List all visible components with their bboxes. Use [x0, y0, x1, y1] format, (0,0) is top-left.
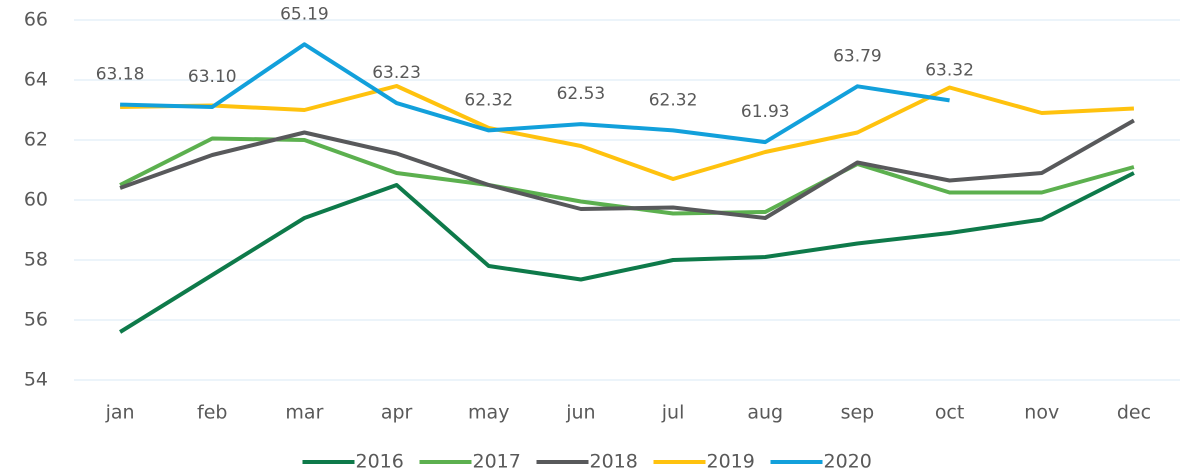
- x-tick-label: jan: [105, 402, 135, 424]
- data-label: 63.23: [372, 63, 421, 83]
- data-label: 61.93: [741, 102, 790, 122]
- series-line: [119, 118, 1135, 220]
- y-tick-label: 66: [24, 9, 48, 31]
- x-tick-label: feb: [197, 402, 227, 424]
- y-tick-label: 56: [24, 309, 48, 331]
- x-tick-label: jun: [565, 402, 595, 424]
- legend-label: 2018: [590, 451, 638, 473]
- x-tick-label: apr: [381, 402, 413, 424]
- x-tick-label: jul: [661, 402, 685, 424]
- y-tick-label: 62: [24, 129, 48, 151]
- data-label: 63.79: [833, 46, 882, 66]
- x-tick-label: sep: [841, 402, 875, 424]
- data-label: 63.18: [96, 65, 145, 85]
- series-line: [120, 42, 950, 145]
- x-tick-label: dec: [1117, 402, 1151, 424]
- y-tick-label: 54: [24, 369, 48, 391]
- legend-label: 2017: [473, 451, 521, 473]
- data-label: 62.32: [464, 90, 513, 110]
- data-label: 62.53: [557, 84, 606, 104]
- data-label: 62.32: [649, 90, 698, 110]
- x-tick-label: aug: [747, 402, 783, 424]
- y-tick-label: 64: [24, 69, 48, 91]
- data-label: 63.32: [925, 60, 974, 80]
- legend-label: 2019: [707, 451, 755, 473]
- data-label: 63.10: [188, 67, 237, 87]
- x-tick-label: may: [468, 402, 509, 424]
- series-line: [119, 171, 1135, 334]
- y-tick-label: 58: [24, 249, 48, 271]
- data-label: 65.19: [280, 4, 329, 24]
- series-line: [120, 84, 1135, 181]
- x-tick-label: nov: [1024, 402, 1059, 424]
- y-tick-label: 60: [24, 189, 48, 211]
- x-tick-label: mar: [285, 402, 323, 424]
- x-tick-label: oct: [935, 402, 965, 424]
- legend-label: 2020: [824, 451, 872, 473]
- legend-label: 2016: [356, 451, 404, 473]
